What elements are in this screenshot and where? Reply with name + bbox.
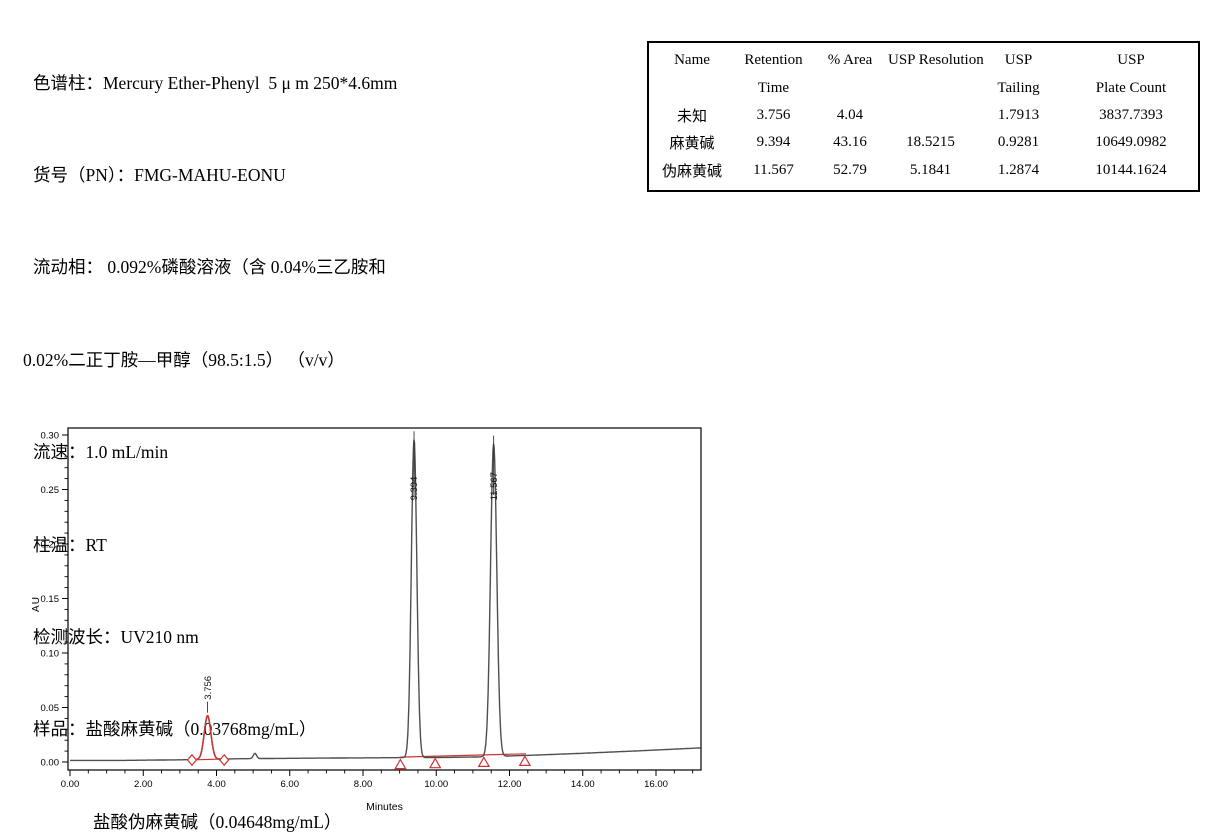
table-cell: 10649.0982 xyxy=(1095,134,1167,151)
peak-table: Name Retention % Area USP Resolution USP USP T… xyxy=(647,41,1200,192)
column-header: Name xyxy=(674,52,710,69)
table-cell: 1.7913 xyxy=(997,106,1040,123)
axis-ticks xyxy=(62,434,694,776)
column-header: USP xyxy=(1004,52,1033,69)
table-cell: 18.5215 xyxy=(906,134,955,151)
table-cell: 9.394 xyxy=(756,134,791,151)
x-tick-label: 8.00 xyxy=(354,779,373,790)
x-tick-label: 14.00 xyxy=(571,779,595,790)
diamond-marker xyxy=(186,753,198,767)
integration-markers xyxy=(186,753,532,770)
y-tick-label: 0.20 xyxy=(41,539,60,550)
table-cell: 未知 xyxy=(676,108,707,125)
table-cell: 11.567 xyxy=(753,161,794,178)
table-row: 未知 3.756 4.04 1.7913 3837.7393 xyxy=(649,102,1198,129)
x-axis-label: Minutes xyxy=(366,801,403,813)
x-tick-label: 10.00 xyxy=(424,779,448,790)
method-line-mobile-phase: 流动相： 0.092%磷酸溶液（含 0.04%三乙胺和 xyxy=(33,257,386,278)
table-cell: 4.04 xyxy=(836,106,864,123)
table-header-row-1: Name Retention % Area USP Resolution USP USP xyxy=(649,47,1198,74)
x-tick-label: 12.00 xyxy=(498,779,522,790)
column-header: USP Resolution xyxy=(888,52,984,69)
x-tick-label: 6.00 xyxy=(281,779,300,790)
table-header-row-2: Time Tailing Plate Count xyxy=(649,74,1198,101)
chromatogram-svg: 0.00 0.05 0.10 0.15 0.20 0.25 0.30 0.00 2.00 4.00… xyxy=(31,427,702,813)
triangle-marker xyxy=(477,756,491,767)
table-cell: 3837.7393 xyxy=(1099,106,1163,123)
diamond-marker xyxy=(219,753,230,767)
peak-labels: 3.756 9.394 11.567 xyxy=(203,431,500,713)
table-cell: 伪麻黄碱 xyxy=(661,163,722,180)
x-tick-label: 2.00 xyxy=(134,779,153,790)
x-tick-label: 0.00 xyxy=(61,779,80,790)
method-line-column-temp: 柱温：RT xyxy=(33,534,107,555)
table-cell: 麻黄碱 xyxy=(669,136,715,153)
table-row: 麻黄碱 9.394 43.16 18.5215 0.9281 10649.0982 xyxy=(649,129,1198,156)
table-cell: 5.1841 xyxy=(909,161,952,178)
method-line-sample-1: 样品：盐酸麻黄碱（0.03768mg/mL） xyxy=(33,719,317,740)
y-tick-label: 0.00 xyxy=(41,757,60,768)
column-header: Retention xyxy=(744,52,803,69)
triangle-marker xyxy=(394,758,407,770)
table-cell: 0.9281 xyxy=(997,134,1040,151)
x-tick-label: 16.00 xyxy=(644,779,668,790)
method-line-mobile-phase-2: 0.02%二正丁胺—甲醇（98.5:1.5） （v/v） xyxy=(23,349,345,370)
chromatogram: 0.00 0.05 0.10 0.15 0.20 0.25 0.30 0.00 2.00 4.00… xyxy=(30,418,720,830)
method-line-column: 色谱柱：Mercury Ether-Phenyl 5 μ m 250*4.6mm xyxy=(33,72,398,93)
chromatogram-trace xyxy=(70,439,701,762)
column-header: USP xyxy=(1117,52,1145,69)
y-tick-label: 0.05 xyxy=(41,703,60,714)
triangle-marker xyxy=(428,757,442,769)
table-row: 伪麻黄碱 11.567 52.79 5.1841 1.2874 10144.1624 xyxy=(649,157,1198,184)
column-header: % Area xyxy=(827,52,873,69)
column-header: Plate Count xyxy=(1095,79,1167,96)
peak-retention-label: 3.756 xyxy=(203,676,214,700)
column-header: Time xyxy=(757,79,790,96)
table-cell: 1.2874 xyxy=(997,161,1040,178)
table-cell: 52.79 xyxy=(833,161,867,178)
table-cell: 3.756 xyxy=(756,106,791,123)
table-cell: 10144.1624 xyxy=(1095,161,1167,178)
y-tick-label: 0.30 xyxy=(41,430,60,441)
method-line-flow-rate: 流速：1.0 mL/min xyxy=(33,442,169,463)
axes xyxy=(67,427,702,771)
triangle-marker xyxy=(518,755,532,766)
y-tick-label: 0.15 xyxy=(41,594,60,605)
axis-tick-labels: 0.00 0.05 0.10 0.15 0.20 0.25 0.30 0.00 2.00 4.00… xyxy=(41,430,668,790)
method-line-sample-2: 盐酸伪麻黄碱（0.04648mg/mL） xyxy=(93,811,342,832)
y-axis-label: AU xyxy=(31,596,42,612)
table-cell: 43.16 xyxy=(833,134,867,151)
column-header: Tailing xyxy=(997,79,1040,96)
integrated-unknown-peak xyxy=(194,714,227,761)
y-tick-label: 0.25 xyxy=(41,485,60,496)
peak-retention-label: 9.394 xyxy=(409,477,420,501)
peak-retention-label: 11.567 xyxy=(489,472,500,500)
x-tick-label: 4.00 xyxy=(207,779,226,790)
y-tick-label: 0.10 xyxy=(41,648,60,659)
method-line-part-number: 货号（PN）：FMG-MAHU-EONU xyxy=(33,164,286,185)
